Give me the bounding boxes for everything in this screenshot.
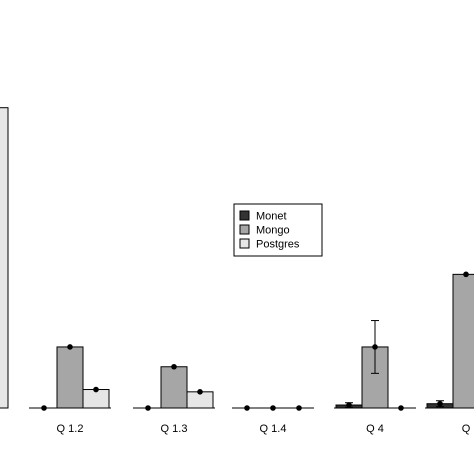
bar-mongo-0 xyxy=(56,346,84,409)
legend: Monet Mongo Postgres xyxy=(233,203,323,257)
x-tick-label: Q 1.4 xyxy=(260,423,287,435)
bar-mongo-1 xyxy=(160,366,188,409)
mean-point xyxy=(244,405,250,411)
x-tick-labels: Q 1.2 Q 1.3 Q 1.4 Q 4 Q xyxy=(57,423,471,435)
legend-label-postgres: Postgres xyxy=(256,239,300,251)
mean-point xyxy=(463,271,469,278)
mean-point xyxy=(346,402,352,408)
mean-point xyxy=(67,344,73,350)
mean-point xyxy=(437,400,443,407)
x-tick-label: Q 4 xyxy=(366,423,384,435)
mean-point xyxy=(171,363,177,370)
mean-point xyxy=(197,389,203,395)
legend-label-monet: Monet xyxy=(256,211,287,223)
mean-point xyxy=(296,405,302,411)
mean-point xyxy=(398,405,404,411)
bar-partial-left xyxy=(0,107,9,409)
mean-point xyxy=(41,405,47,411)
mean-point xyxy=(270,405,276,411)
mean-point xyxy=(372,344,378,350)
legend-swatch-mongo xyxy=(239,224,250,235)
legend-swatch-monet xyxy=(239,210,250,221)
mean-point xyxy=(145,405,151,411)
x-tick-label: Q xyxy=(462,423,471,435)
bar-mongo-4 xyxy=(452,273,474,409)
bars-layer xyxy=(0,107,474,411)
x-tick-label: Q 1.3 xyxy=(161,423,188,435)
legend-swatch-postgres xyxy=(239,238,250,249)
mean-point xyxy=(93,386,99,393)
x-tick-label: Q 1.2 xyxy=(57,423,84,435)
legend-label-mongo: Mongo xyxy=(256,225,290,237)
